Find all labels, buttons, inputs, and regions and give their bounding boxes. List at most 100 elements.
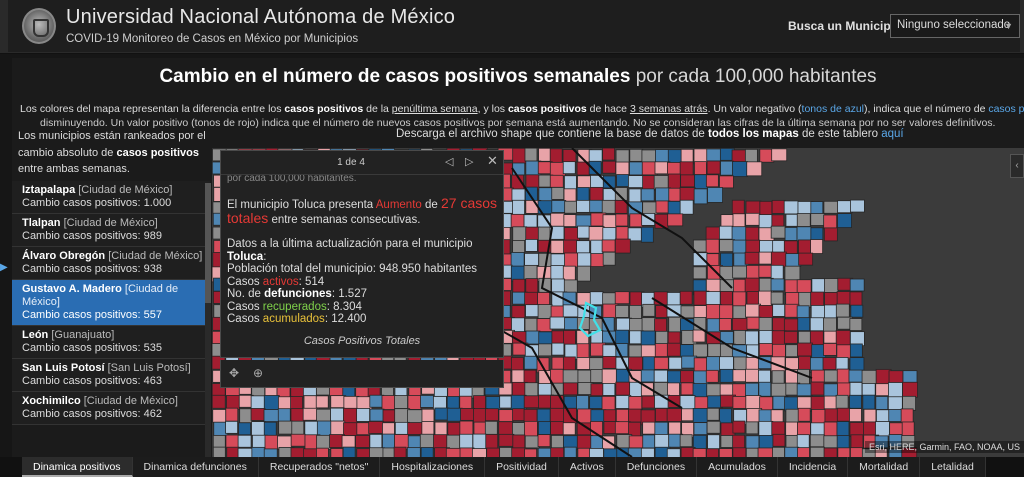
- municipio-shape[interactable]: [668, 187, 682, 202]
- municipio-shape[interactable]: [902, 381, 918, 398]
- collapse-panel-arrow-icon[interactable]: ▶: [0, 262, 8, 273]
- municipio-shape[interactable]: [770, 278, 785, 292]
- municipio-shape[interactable]: [369, 447, 385, 457]
- municipio-shape[interactable]: [290, 447, 305, 457]
- municipio-shape[interactable]: [576, 240, 590, 255]
- municipio-shape[interactable]: [732, 369, 748, 383]
- municipio-shape[interactable]: [705, 303, 722, 320]
- municipio-shape[interactable]: [837, 213, 852, 229]
- municipio-shape[interactable]: [628, 344, 643, 358]
- municipio-shape[interactable]: [745, 395, 762, 410]
- municipio-shape[interactable]: [369, 433, 383, 449]
- list-item[interactable]: San Luis Potosí [San Luis Potosí] Cambio…: [12, 359, 210, 392]
- municipio-shape[interactable]: [836, 407, 851, 422]
- municipio-shape[interactable]: [525, 304, 540, 318]
- municipio-shape[interactable]: [498, 409, 514, 423]
- municipio-shape[interactable]: [745, 303, 761, 318]
- municipio-shape[interactable]: [811, 409, 828, 424]
- municipio-shape[interactable]: [810, 381, 825, 396]
- municipio-shape[interactable]: [614, 199, 628, 214]
- municipio-shape[interactable]: [680, 305, 696, 319]
- municipio-shape[interactable]: [602, 251, 616, 266]
- municipio-shape[interactable]: [771, 148, 788, 162]
- municipio-shape[interactable]: [692, 266, 707, 280]
- municipio-shape[interactable]: [798, 291, 812, 308]
- municipio-shape[interactable]: [212, 409, 227, 423]
- municipio-shape[interactable]: [732, 291, 747, 308]
- municipio-shape[interactable]: [706, 420, 721, 434]
- municipio-shape[interactable]: [420, 447, 434, 457]
- municipio-shape[interactable]: [537, 292, 550, 306]
- municipio-shape[interactable]: [382, 409, 396, 423]
- municipio-shape[interactable]: [614, 291, 630, 305]
- municipio-shape[interactable]: [538, 187, 554, 203]
- municipio-shape[interactable]: [393, 446, 407, 457]
- municipio-shape[interactable]: [746, 161, 763, 177]
- municipio-shape[interactable]: [601, 395, 616, 411]
- municipio-shape[interactable]: [653, 175, 669, 190]
- municipio-shape[interactable]: [770, 251, 787, 268]
- municipio-shape[interactable]: [770, 382, 787, 397]
- municipio-shape[interactable]: [653, 369, 669, 383]
- municipio-shape[interactable]: [226, 395, 240, 410]
- municipio-shape[interactable]: [745, 421, 759, 435]
- municipio-shape[interactable]: [732, 239, 747, 255]
- municipio-shape[interactable]: [315, 395, 329, 409]
- municipio-shape[interactable]: [640, 226, 654, 243]
- municipio-shape[interactable]: [602, 175, 616, 189]
- municipio-shape[interactable]: [835, 303, 850, 318]
- municipio-shape[interactable]: [642, 356, 656, 372]
- municipio-shape[interactable]: [355, 435, 370, 448]
- list-item[interactable]: Álvaro Obregón [Ciudad de México] Cambio…: [12, 247, 210, 280]
- municipio-shape[interactable]: [849, 278, 865, 292]
- municipio-shape[interactable]: [850, 447, 863, 457]
- municipio-shape[interactable]: [290, 433, 306, 447]
- municipio-shape[interactable]: [251, 446, 266, 457]
- municipio-shape[interactable]: [394, 395, 408, 409]
- municipio-shape[interactable]: [888, 382, 903, 398]
- municipio-shape[interactable]: [798, 252, 814, 266]
- municipio-shape[interactable]: [472, 433, 487, 450]
- municipio-shape[interactable]: [823, 435, 840, 449]
- municipio-shape[interactable]: [693, 188, 708, 205]
- municipio-shape[interactable]: [407, 409, 423, 425]
- municipio-shape[interactable]: [874, 448, 888, 457]
- municipio-shape[interactable]: [797, 407, 811, 422]
- municipio-shape[interactable]: [629, 161, 644, 176]
- municipio-shape[interactable]: [706, 160, 721, 175]
- municipio-shape[interactable]: [551, 187, 565, 200]
- download-link[interactable]: aquí: [881, 128, 904, 140]
- municipio-shape[interactable]: [602, 214, 617, 230]
- municipio-shape[interactable]: [615, 305, 630, 318]
- municipio-shape[interactable]: [731, 149, 747, 164]
- municipio-shape[interactable]: [810, 239, 824, 254]
- municipio-shape[interactable]: [874, 435, 889, 449]
- municipio-shape[interactable]: [316, 420, 332, 437]
- municipio-shape[interactable]: [641, 395, 656, 409]
- municipio-shape[interactable]: [420, 395, 434, 408]
- municipio-shape[interactable]: [719, 291, 733, 306]
- municipio-shape[interactable]: [796, 383, 813, 397]
- municipio-shape[interactable]: [577, 447, 592, 457]
- municipio-shape[interactable]: [785, 421, 799, 437]
- list-item[interactable]: Iztapalapa [Ciudad de México] Cambio cas…: [12, 181, 210, 214]
- previous-icon[interactable]: ◁: [445, 156, 454, 168]
- municipio-shape[interactable]: [783, 330, 798, 344]
- municipio-shape[interactable]: [237, 434, 252, 448]
- municipio-shape[interactable]: [640, 369, 655, 383]
- municipio-shape[interactable]: [525, 278, 539, 295]
- municipio-shape[interactable]: [343, 422, 359, 437]
- list-item[interactable]: León [Guanajuato] Cambio casos positivos…: [12, 326, 210, 359]
- municipio-shape[interactable]: [563, 279, 578, 294]
- municipio-shape[interactable]: [563, 330, 576, 346]
- municipio-shape[interactable]: [485, 434, 499, 450]
- municipio-shape[interactable]: [655, 149, 669, 163]
- municipio-shape[interactable]: [356, 448, 372, 457]
- municipio-shape[interactable]: [875, 383, 890, 397]
- municipio-shape[interactable]: [406, 447, 421, 457]
- municipio-shape[interactable]: [499, 447, 514, 457]
- municipio-shape[interactable]: [316, 408, 331, 423]
- municipio-shape[interactable]: [849, 291, 863, 308]
- municipio-shape[interactable]: [837, 447, 851, 457]
- municipio-shape[interactable]: [342, 446, 356, 457]
